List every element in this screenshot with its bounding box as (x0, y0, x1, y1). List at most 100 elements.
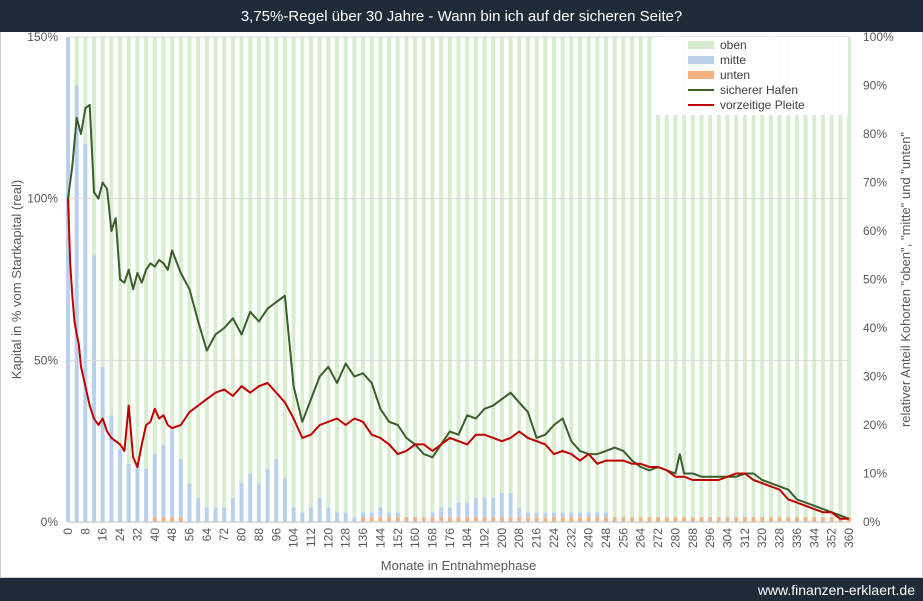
bar-oben (847, 37, 851, 518)
bar-unten (482, 517, 487, 522)
bar-oben (604, 37, 608, 513)
bar-unten (170, 517, 175, 522)
legend-label: mitte (720, 53, 746, 67)
bar-unten (369, 517, 374, 522)
bar-oben (430, 37, 435, 513)
x-tick-label: 280 (668, 528, 682, 548)
bar-unten (612, 517, 617, 522)
bar-unten (664, 517, 669, 522)
bar-mitte (300, 512, 305, 522)
bar-mitte (326, 507, 331, 522)
bar-oben (326, 37, 331, 508)
bar-mitte (569, 512, 574, 518)
bar-oben (491, 37, 496, 498)
x-tick-label: 248 (599, 528, 613, 548)
bar-mitte (196, 497, 201, 522)
bar-oben (282, 37, 287, 479)
x-tick-label: 312 (738, 528, 752, 548)
bar-unten (647, 517, 652, 522)
bar-mitte (282, 478, 287, 522)
y2-tick-label: 100% (863, 32, 894, 44)
bar-oben (508, 37, 513, 493)
bar-unten (768, 517, 773, 522)
x-tick-label: 152 (391, 528, 405, 548)
bar-oben (118, 37, 123, 450)
bar-oben (100, 37, 105, 367)
bar-mitte (248, 473, 253, 522)
x-tick-label: 240 (582, 528, 596, 548)
bar-mitte (92, 255, 96, 522)
x-tick-label: 336 (790, 528, 804, 548)
x-tick-label: 128 (339, 528, 353, 548)
bar-mitte (465, 502, 470, 518)
bar-oben (525, 37, 530, 513)
bar-oben (673, 37, 678, 518)
x-tick-label: 296 (703, 528, 717, 548)
bar-mitte (161, 444, 166, 518)
bar-unten (690, 517, 695, 522)
x-tick-label: 80 (235, 528, 249, 542)
bar-mitte (352, 517, 357, 522)
bar-mitte (395, 512, 400, 518)
bar-mitte (439, 507, 444, 518)
bar-unten (534, 517, 539, 522)
bar-oben (725, 37, 730, 518)
bar-mitte (491, 497, 496, 518)
bar-unten (508, 517, 513, 522)
x-tick-label: 304 (721, 528, 735, 548)
bar-unten (803, 517, 808, 522)
legend-box (654, 37, 848, 115)
legend-label: oben (720, 38, 747, 52)
x-tick-label: 160 (408, 528, 422, 548)
bar-unten (760, 517, 765, 522)
bar-oben (647, 37, 652, 518)
bar-oben (742, 37, 747, 518)
bar-unten (725, 517, 730, 522)
bar-mitte (152, 454, 157, 518)
bar-mitte (604, 512, 608, 518)
bar-mitte (230, 497, 235, 522)
bar-oben (760, 37, 765, 518)
bar-mitte (560, 512, 565, 518)
bar-oben (343, 37, 348, 513)
bar-mitte (499, 492, 504, 518)
bar-unten (491, 517, 496, 522)
y2-tick-label: 60% (863, 224, 887, 238)
bar-mitte (135, 463, 140, 522)
bar-mitte (187, 483, 192, 522)
x-tick-label: 144 (373, 528, 387, 548)
bar-oben (170, 37, 175, 430)
bar-oben (274, 37, 279, 459)
bar-oben (751, 37, 756, 518)
bar-mitte (447, 507, 452, 518)
bar-oben (456, 37, 461, 503)
y-tick-label: 100% (27, 192, 58, 206)
x-tick-label: 256 (616, 528, 630, 548)
cohort-bars (66, 37, 851, 522)
bar-oben (699, 37, 704, 518)
bar-oben (161, 37, 166, 445)
bar-unten (456, 517, 461, 522)
bar-oben (187, 37, 192, 484)
bar-mitte (222, 507, 227, 522)
bar-mitte (534, 512, 539, 518)
bar-mitte (170, 429, 175, 518)
legend-swatch (688, 56, 714, 64)
bar-mitte (118, 449, 123, 522)
bar-oben (552, 37, 556, 513)
bar-mitte (430, 512, 435, 518)
bar-unten (447, 517, 452, 522)
bar-oben (213, 37, 218, 508)
bar-mitte (578, 512, 582, 518)
x-tick-label: 56 (182, 528, 196, 542)
bar-oben (630, 37, 635, 518)
chart-frame: 0% 50% 100% 150% 0% 10% 20% 30% 40% 50% 60% 70% 80% 9… (0, 30, 923, 578)
y2-tick-label: 10% (863, 467, 887, 481)
x-tick-label: 360 (842, 528, 856, 548)
x-tick-label: 168 (425, 528, 439, 548)
bar-oben (690, 37, 695, 518)
bar-oben (300, 37, 305, 513)
bar-unten (742, 517, 747, 522)
bar-oben (708, 37, 713, 518)
bar-unten (716, 517, 721, 522)
